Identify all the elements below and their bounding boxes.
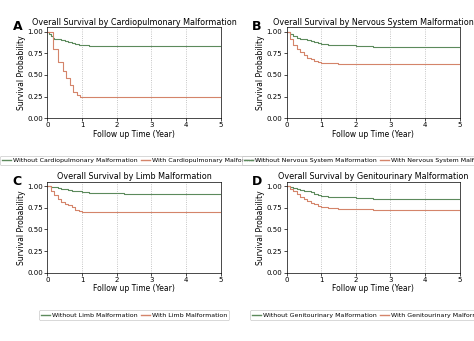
Legend: Without Limb Malformation, With Limb Malformation: Without Limb Malformation, With Limb Mal… — [39, 310, 229, 320]
Title: Overall Survival by Nervous System Malformation: Overall Survival by Nervous System Malfo… — [273, 17, 474, 27]
Text: C: C — [13, 175, 22, 188]
X-axis label: Follow up Time (Year): Follow up Time (Year) — [332, 130, 414, 139]
Y-axis label: Survival Probability: Survival Probability — [256, 190, 265, 265]
Text: B: B — [252, 20, 261, 33]
Legend: Without Cardiopulmonary Malformation, With Cardiopulmonary Malformation: Without Cardiopulmonary Malformation, Wi… — [0, 156, 268, 165]
Y-axis label: Survival Probability: Survival Probability — [256, 35, 265, 110]
Legend: Without Genitourinary Malformation, With Genitourinary Malformation: Without Genitourinary Malformation, With… — [250, 310, 474, 320]
Y-axis label: Survival Probability: Survival Probability — [17, 190, 26, 265]
Text: D: D — [252, 175, 262, 188]
Text: A: A — [13, 20, 22, 33]
X-axis label: Follow up Time (Year): Follow up Time (Year) — [332, 284, 414, 293]
Title: Overall Survival by Limb Malformation: Overall Survival by Limb Malformation — [57, 172, 211, 181]
Y-axis label: Survival Probability: Survival Probability — [17, 35, 26, 110]
Title: Overall Survival by Cardiopulmonary Malformation: Overall Survival by Cardiopulmonary Malf… — [32, 17, 237, 27]
X-axis label: Follow up Time (Year): Follow up Time (Year) — [93, 130, 175, 139]
Title: Overall Survival by Genitourinary Malformation: Overall Survival by Genitourinary Malfor… — [278, 172, 468, 181]
Legend: Without Nervous System Malformation, With Nervous System Malformation: Without Nervous System Malformation, Wit… — [242, 156, 474, 165]
X-axis label: Follow up Time (Year): Follow up Time (Year) — [93, 284, 175, 293]
